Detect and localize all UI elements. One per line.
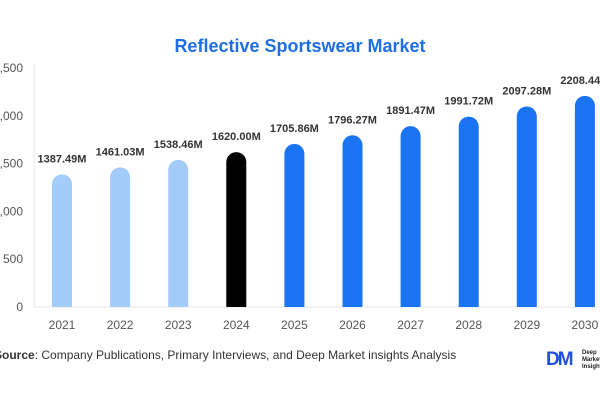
data-label: 1991.72M xyxy=(444,96,493,108)
data-label: 1387.49M xyxy=(38,153,87,165)
data-label: 2097.28M xyxy=(502,86,551,98)
data-label: 1796.27M xyxy=(328,114,377,126)
bar-chart: 0 500 1,000 1,500 2,000 2,500 1387.49M 2021 1461… xyxy=(0,61,600,332)
x-tick-label: 2023 xyxy=(165,318,192,332)
y-tick-label: 2,500 xyxy=(0,61,23,75)
bar-2028 xyxy=(458,116,479,307)
bar-2022 xyxy=(110,167,131,307)
chart-title: Reflective Sportswear Market xyxy=(174,36,426,56)
bar-2027 xyxy=(400,126,421,307)
x-tick-label: 2026 xyxy=(339,318,366,332)
data-label: 1461.03M xyxy=(96,146,145,158)
bar-2029 xyxy=(516,106,537,307)
x-tick-label: 2027 xyxy=(397,318,424,332)
bar-2026 xyxy=(342,135,363,307)
y-tick-label: 0 xyxy=(16,300,23,314)
data-label: 1891.47M xyxy=(386,105,435,117)
source-text: : Company Publications, Primary Intervie… xyxy=(34,348,457,362)
source-note: Source: Company Publications, Primary In… xyxy=(0,348,456,362)
x-tick-label: 2021 xyxy=(49,318,76,332)
x-tick-label: 2028 xyxy=(455,318,482,332)
data-label: 1620.00M xyxy=(212,131,261,143)
y-tick-label: 2,000 xyxy=(0,109,23,123)
y-tick-label: 1,500 xyxy=(0,157,23,171)
bar-2025 xyxy=(284,143,305,307)
x-tick-label: 2022 xyxy=(107,318,134,332)
source-label: Source xyxy=(0,348,35,362)
y-tick-label: 1,000 xyxy=(0,204,23,218)
data-label: 2208.44M xyxy=(560,75,600,87)
data-label: 1538.46M xyxy=(154,139,203,151)
bar-2021 xyxy=(52,174,72,307)
data-label: 1705.86M xyxy=(270,123,319,135)
bar-2024 xyxy=(226,152,247,307)
y-tick-label: 500 xyxy=(3,252,23,266)
logo: DM DeepMarketInsights xyxy=(546,349,600,371)
logo-text: DeepMarketInsights xyxy=(582,350,600,370)
bar-2030 xyxy=(574,95,595,307)
x-tick-label: 2024 xyxy=(223,318,250,332)
x-tick-label: 2030 xyxy=(572,318,599,332)
logo-mark: DM xyxy=(546,349,574,370)
x-tick-label: 2029 xyxy=(513,318,540,332)
bar-2023 xyxy=(168,159,189,307)
x-tick-label: 2025 xyxy=(281,318,308,332)
